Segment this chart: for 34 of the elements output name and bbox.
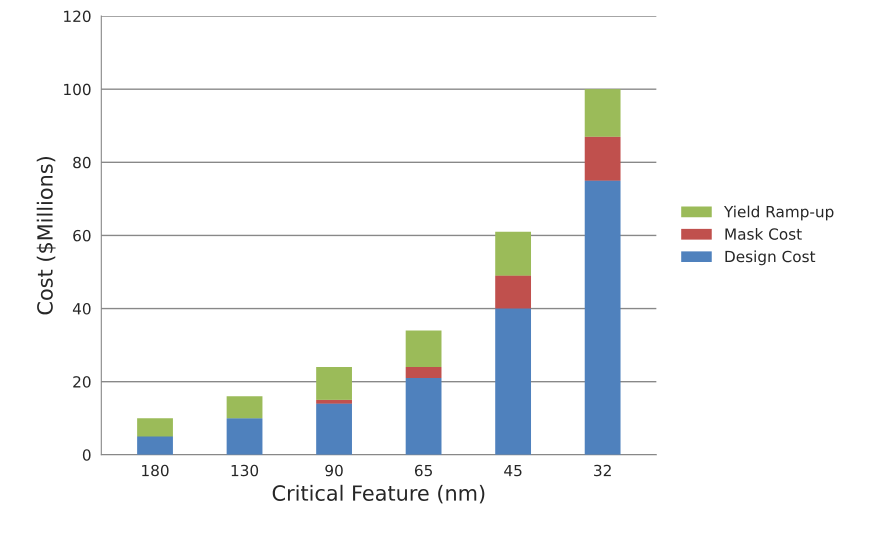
bar (495, 308, 532, 455)
y-tick-label: 100 (64, 84, 91, 96)
y-tick-label: 60 (73, 230, 91, 242)
bar (406, 330, 442, 368)
bar (406, 367, 442, 378)
x-tick-label: 45 (504, 464, 522, 476)
x-tick-label: 65 (414, 464, 432, 476)
y-tick-label: 40 (72, 302, 91, 315)
x-tick-label: 32 (594, 464, 611, 476)
bar (316, 404, 352, 455)
x-axis-title: Critical Feature (nm) (272, 484, 484, 504)
y-tick-label: 80 (73, 156, 91, 168)
legend-label: Yield Ramp-up (724, 206, 834, 220)
bar (137, 436, 173, 455)
bar (406, 378, 442, 455)
bar (584, 89, 621, 137)
bar (226, 418, 262, 455)
bar (495, 276, 532, 309)
legend-label: Design Cost (725, 250, 816, 266)
x-tick-label: 90 (325, 464, 343, 476)
bar (316, 400, 352, 404)
bar (495, 232, 532, 276)
legend-label: Mask Cost (725, 228, 802, 240)
y-tick-label: 20 (73, 376, 91, 388)
y-tick-label: 120 (64, 10, 91, 22)
y-axis-title: Cost ($Millions) (36, 157, 56, 314)
bar (316, 367, 352, 400)
bar (226, 396, 262, 418)
bar (584, 136, 621, 181)
y-tick-label: 0 (82, 449, 91, 461)
bar (137, 418, 173, 436)
x-tick-label: 180 (142, 464, 169, 476)
x-tick-label: 130 (232, 464, 258, 476)
bar (584, 180, 621, 455)
